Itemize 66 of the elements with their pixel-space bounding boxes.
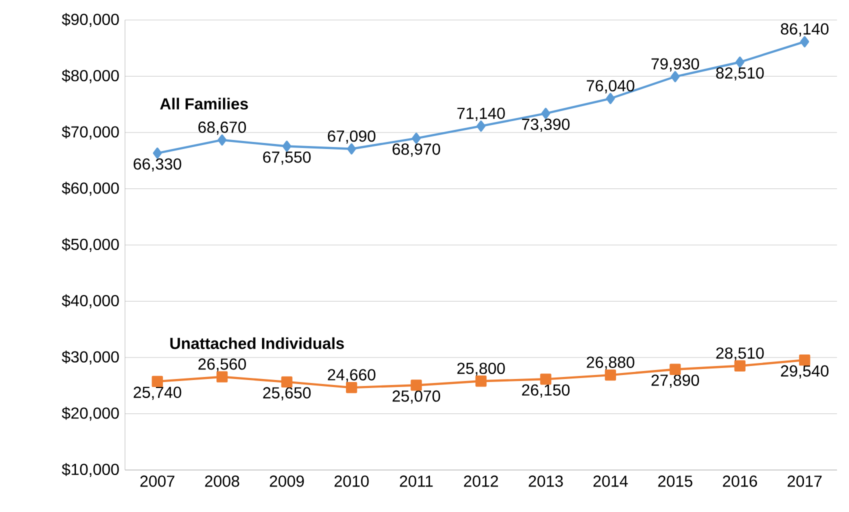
y-tick-label: $80,000: [62, 69, 119, 84]
y-tick-label: $90,000: [62, 13, 119, 27]
data-label: 29,540: [780, 365, 828, 379]
data-label: 26,880: [586, 356, 634, 370]
data-label: 26,560: [198, 358, 246, 372]
point: [346, 382, 358, 394]
data-label: 27,890: [652, 374, 700, 388]
data-label: 25,650: [263, 387, 311, 400]
point: [800, 36, 810, 48]
data-label: 26,150: [522, 384, 570, 398]
point: [540, 374, 552, 385]
y-tick-label: $40,000: [62, 294, 119, 308]
text: All Families: [160, 98, 248, 110]
data-label: 67,550: [263, 151, 311, 165]
x-tick-label: 2008: [205, 476, 240, 487]
point: [604, 369, 616, 381]
point: [410, 380, 422, 391]
y-tick-label: $70,000: [62, 126, 119, 140]
y-tick-label: $60,000: [62, 182, 119, 196]
series-label: Unattached Individuals: [170, 337, 344, 350]
x-tick-label: 2014: [593, 476, 628, 487]
data-label: 67,090: [328, 130, 376, 144]
data-label: 25,070: [392, 390, 440, 404]
x-tick-label: 2012: [464, 476, 498, 487]
point: [799, 354, 810, 366]
point: [670, 71, 680, 82]
x-tick-label: 2015: [658, 476, 692, 487]
data-label: 68,670: [198, 122, 246, 135]
data-label: 76,040: [586, 80, 634, 94]
data-label: 24,660: [328, 369, 376, 382]
point: [606, 92, 615, 104]
point: [216, 371, 228, 382]
point: [218, 134, 227, 146]
point: [282, 140, 292, 152]
point: [152, 376, 163, 388]
data-label: 25,740: [134, 386, 182, 400]
data-label: 79,930: [652, 58, 700, 72]
point: [412, 132, 421, 144]
point: [670, 364, 681, 375]
y-tick-label: $30,000: [62, 350, 119, 364]
y-tick-label: $10,000: [62, 463, 119, 477]
point: [281, 376, 292, 388]
x-tick-label: 2010: [334, 476, 369, 487]
data-label: 25,800: [457, 362, 505, 376]
data-label: 66,330: [134, 158, 182, 172]
point: [734, 360, 746, 372]
data-label: 82,510: [716, 67, 764, 81]
x-tick-label: 2016: [722, 476, 758, 487]
y-tick-label: $20,000: [62, 406, 119, 421]
x-tick-label: 2007: [140, 476, 174, 487]
x-tick-label: 2017: [788, 476, 822, 487]
point: [347, 143, 356, 154]
point: [476, 120, 486, 132]
data-label: 73,390: [522, 118, 570, 132]
x-tick-label: 2011: [400, 476, 433, 487]
point: [152, 148, 162, 159]
data-label: 86,140: [780, 23, 828, 37]
point: [475, 376, 487, 387]
point: [735, 56, 744, 68]
data-label: 28,510: [716, 347, 764, 361]
data-label: 68,970: [392, 143, 440, 157]
point: [541, 108, 550, 120]
y-tick-label: $50,000: [62, 238, 119, 252]
x-tick-label: 2013: [528, 476, 563, 487]
x-tick-label: 2009: [270, 476, 304, 487]
data-label: 71,140: [457, 108, 505, 121]
